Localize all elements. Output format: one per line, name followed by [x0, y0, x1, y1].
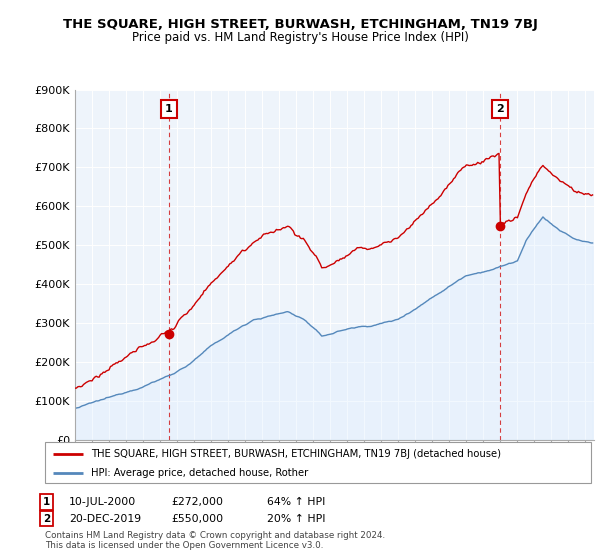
- Text: 2: 2: [43, 514, 50, 524]
- Text: THE SQUARE, HIGH STREET, BURWASH, ETCHINGHAM, TN19 7BJ: THE SQUARE, HIGH STREET, BURWASH, ETCHIN…: [62, 18, 538, 31]
- Text: HPI: Average price, detached house, Rother: HPI: Average price, detached house, Roth…: [91, 468, 308, 478]
- Text: 20% ↑ HPI: 20% ↑ HPI: [267, 514, 325, 524]
- Text: THE SQUARE, HIGH STREET, BURWASH, ETCHINGHAM, TN19 7BJ (detached house): THE SQUARE, HIGH STREET, BURWASH, ETCHIN…: [91, 449, 502, 459]
- Text: 2: 2: [496, 104, 504, 114]
- Text: £272,000: £272,000: [171, 497, 223, 507]
- Text: Contains HM Land Registry data © Crown copyright and database right 2024.
This d: Contains HM Land Registry data © Crown c…: [45, 531, 385, 550]
- Text: 20-DEC-2019: 20-DEC-2019: [69, 514, 141, 524]
- Text: 10-JUL-2000: 10-JUL-2000: [69, 497, 136, 507]
- FancyBboxPatch shape: [45, 442, 591, 483]
- Text: Price paid vs. HM Land Registry's House Price Index (HPI): Price paid vs. HM Land Registry's House …: [131, 31, 469, 44]
- Text: 64% ↑ HPI: 64% ↑ HPI: [267, 497, 325, 507]
- Text: 1: 1: [43, 497, 50, 507]
- Text: 1: 1: [165, 104, 173, 114]
- Text: £550,000: £550,000: [171, 514, 223, 524]
